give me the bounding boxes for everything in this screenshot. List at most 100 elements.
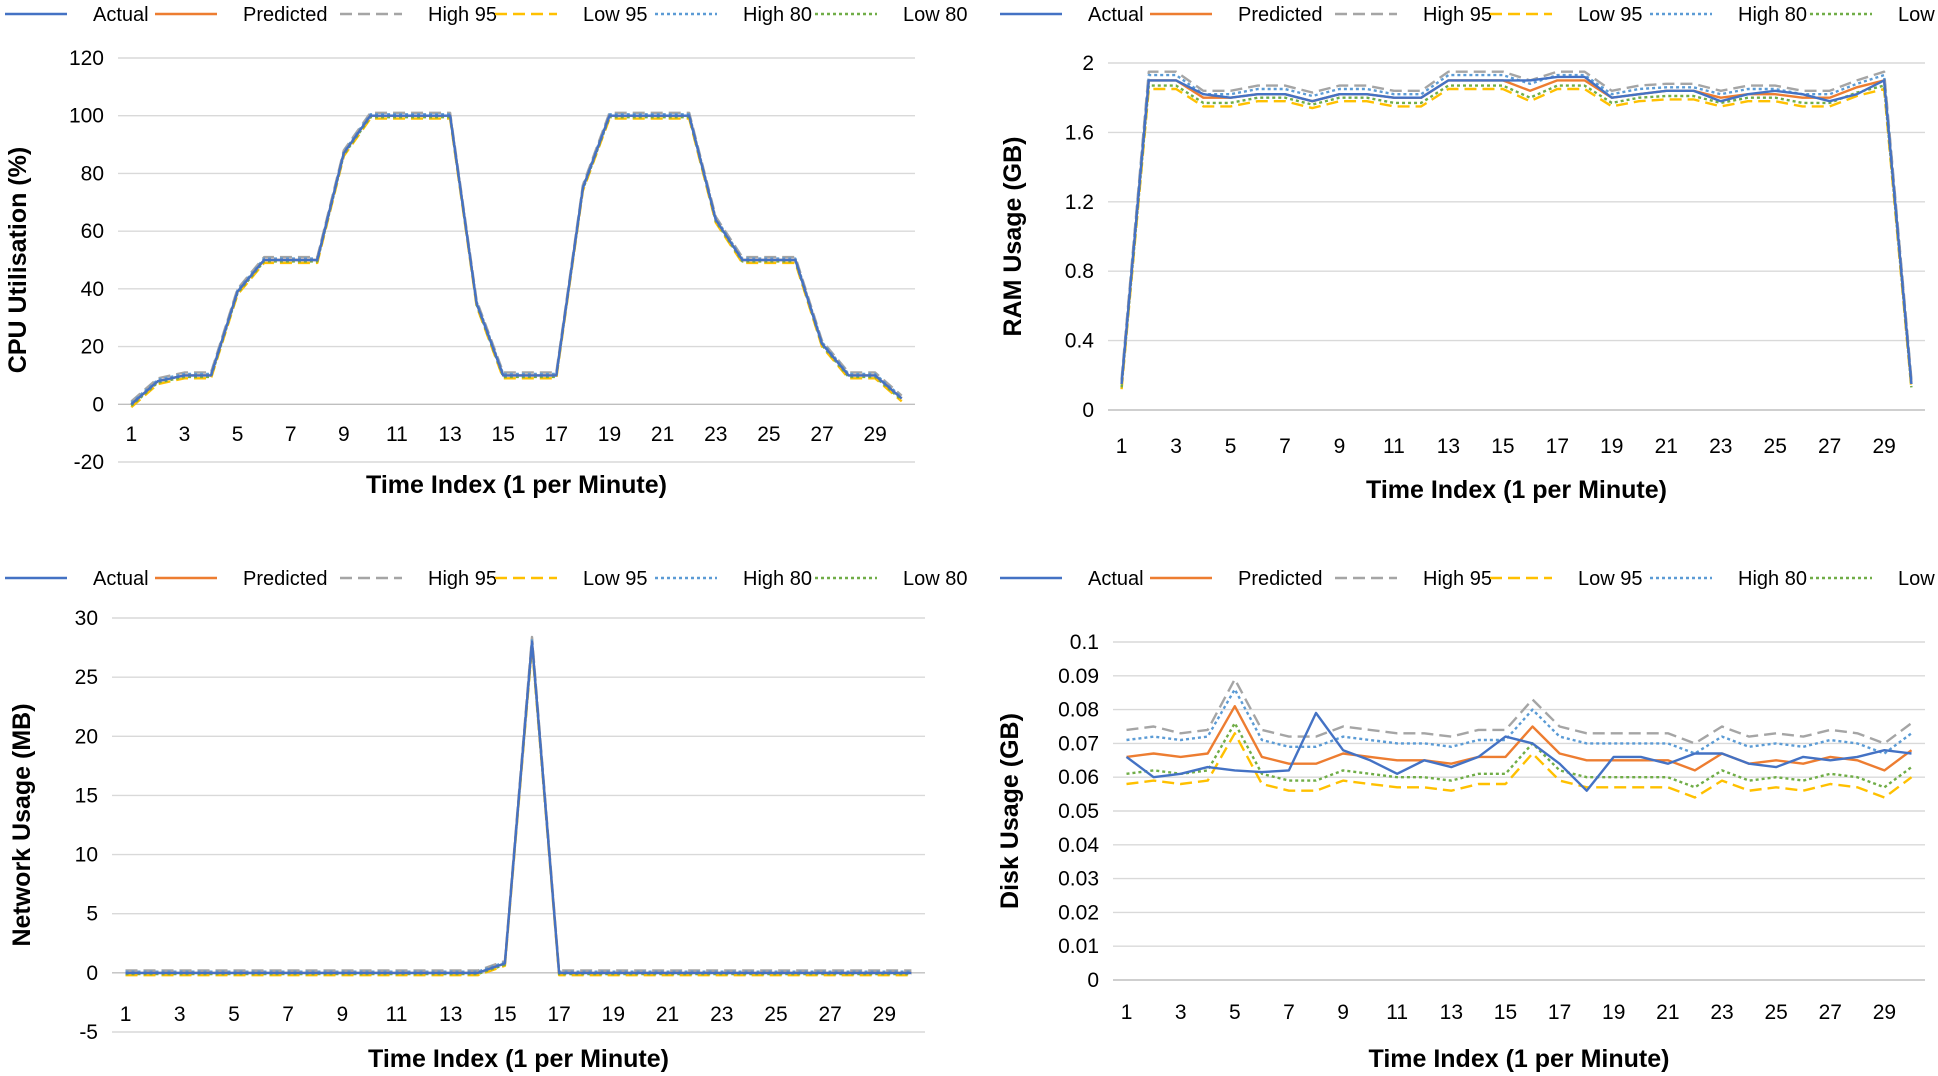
y-tick-label: 60: [81, 220, 104, 243]
series-line-actual: [125, 640, 912, 975]
x-tick-label: 13: [1437, 435, 1460, 458]
y-axis-title: Disk Usage (GB): [996, 713, 1024, 909]
y-tick-label: 1.2: [1065, 191, 1094, 214]
legend-label: High 95: [428, 568, 497, 590]
x-axis-title: Time Index (1 per Minute): [1369, 1045, 1670, 1073]
legend-label: High 80: [1738, 4, 1807, 26]
legend-label: Predicted: [1238, 4, 1323, 26]
series-line-high-80: [1120, 73, 1913, 381]
legend-label: Predicted: [243, 4, 328, 26]
series-line-high-80: [1126, 688, 1913, 755]
x-tick-label: 29: [1872, 435, 1895, 458]
x-tick-label: 21: [1655, 435, 1678, 458]
x-tick-label: 3: [1175, 1001, 1187, 1024]
legend-label: Actual: [93, 4, 149, 26]
x-tick-label: 27: [810, 423, 833, 446]
series-line-low-95: [130, 117, 903, 409]
y-tick-label: 0.04: [1058, 834, 1099, 857]
x-tick-label: 23: [704, 423, 727, 446]
y-tick-label: 100: [69, 105, 104, 128]
x-tick-label: 19: [1602, 1001, 1625, 1024]
series-line-actual: [130, 114, 903, 406]
y-tick-label: 0: [1082, 399, 1094, 422]
x-tick-label: 1: [1121, 1001, 1133, 1024]
x-tick-label: 27: [818, 1003, 841, 1026]
y-tick-label: 0.01: [1058, 935, 1099, 958]
y-tick-label: 0.06: [1058, 766, 1099, 789]
series-line-high-95: [130, 111, 903, 403]
legend-label: Low 80: [1898, 4, 1938, 26]
x-tick-label: 1: [1116, 435, 1128, 458]
x-tick-label: 27: [1819, 1001, 1842, 1024]
y-tick-label: 0: [1087, 969, 1099, 992]
y-tick-label: 120: [69, 47, 104, 70]
x-tick-label: 11: [1386, 1001, 1408, 1024]
y-tick-label: 5: [86, 903, 98, 926]
series-line-low-80: [1120, 84, 1913, 388]
series-line-low-80: [130, 115, 903, 407]
x-tick-label: 11: [386, 423, 408, 446]
y-tick-label: 15: [75, 784, 98, 807]
chart-panel-2: 00.40.81.21.621 3 5 7 9 11 13 15 17 19 21 23 25 27 29T…: [999, 4, 1938, 504]
y-tick-label: 0: [92, 393, 104, 416]
legend-label: Actual: [93, 568, 149, 590]
x-tick-label: 13: [1440, 1001, 1463, 1024]
legend-label: Low 95: [1578, 568, 1643, 590]
x-tick-label: 15: [492, 423, 515, 446]
legend-label: Predicted: [1238, 568, 1323, 590]
series-line-predicted: [1120, 79, 1913, 385]
legend-label: High 80: [743, 568, 812, 590]
x-tick-label: 23: [1710, 1001, 1733, 1024]
x-tick-label: 1: [125, 423, 137, 446]
x-tick-label: 3: [174, 1003, 186, 1026]
y-axis-title: CPU Utilisation (%): [4, 147, 32, 373]
x-tick-label: 25: [1764, 435, 1787, 458]
x-tick-label: 21: [656, 1003, 679, 1026]
y-tick-label: 0.07: [1058, 732, 1099, 755]
y-axis-title: RAM Usage (GB): [999, 136, 1027, 336]
y-tick-label: 30: [75, 607, 98, 630]
x-axis-title: Time Index (1 per Minute): [1366, 476, 1667, 504]
x-axis-title: Time Index (1 per Minute): [366, 471, 667, 499]
x-tick-label: 15: [1494, 1001, 1517, 1024]
x-tick-label: 5: [1229, 1001, 1241, 1024]
x-tick-label: 23: [710, 1003, 733, 1026]
x-tick-label: 17: [1548, 1001, 1571, 1024]
x-tick-label: 13: [438, 423, 461, 446]
legend-label: Low 80: [903, 4, 968, 26]
legend-label: Low 80: [903, 568, 968, 590]
x-tick-label: 11: [1383, 435, 1405, 458]
x-tick-label: 5: [1225, 435, 1237, 458]
y-tick-label: 0: [86, 962, 98, 985]
x-tick-label: 7: [1279, 435, 1291, 458]
x-tick-label: 3: [179, 423, 191, 446]
x-tick-label: 17: [545, 423, 568, 446]
x-tick-label: 19: [602, 1003, 625, 1026]
legend-label: Predicted: [243, 568, 328, 590]
y-tick-label: 1.6: [1065, 121, 1094, 144]
x-tick-label: 21: [651, 423, 674, 446]
x-tick-label: 23: [1709, 435, 1732, 458]
legend-label: High 80: [1738, 568, 1807, 590]
legend-label: High 80: [743, 4, 812, 26]
y-tick-label: 0.09: [1058, 665, 1099, 688]
x-tick-label: 25: [764, 1003, 787, 1026]
legend-label: Actual: [1088, 568, 1144, 590]
x-tick-label: 29: [863, 423, 886, 446]
series-line-high-80: [130, 113, 903, 404]
x-tick-label: 5: [232, 423, 244, 446]
series-line-low-80: [1126, 721, 1913, 789]
x-tick-label: 9: [1334, 435, 1346, 458]
legend-label: Low 95: [1578, 4, 1643, 26]
y-tick-label: 0.4: [1065, 330, 1095, 353]
x-tick-label: 19: [1600, 435, 1623, 458]
legend-label: Low 80: [1898, 568, 1938, 590]
y-tick-label: 10: [75, 844, 98, 867]
chart-panel-4: 0 0.01 0.02 0.03 0.04 0.05 0.06 0.07 0.08 0.09 0.1…: [996, 568, 1938, 1073]
y-axis-title: Network Usage (MB): [8, 703, 36, 946]
x-tick-label: 3: [1170, 435, 1182, 458]
x-tick-label: 11: [386, 1003, 408, 1026]
legend-label: Actual: [1088, 4, 1144, 26]
